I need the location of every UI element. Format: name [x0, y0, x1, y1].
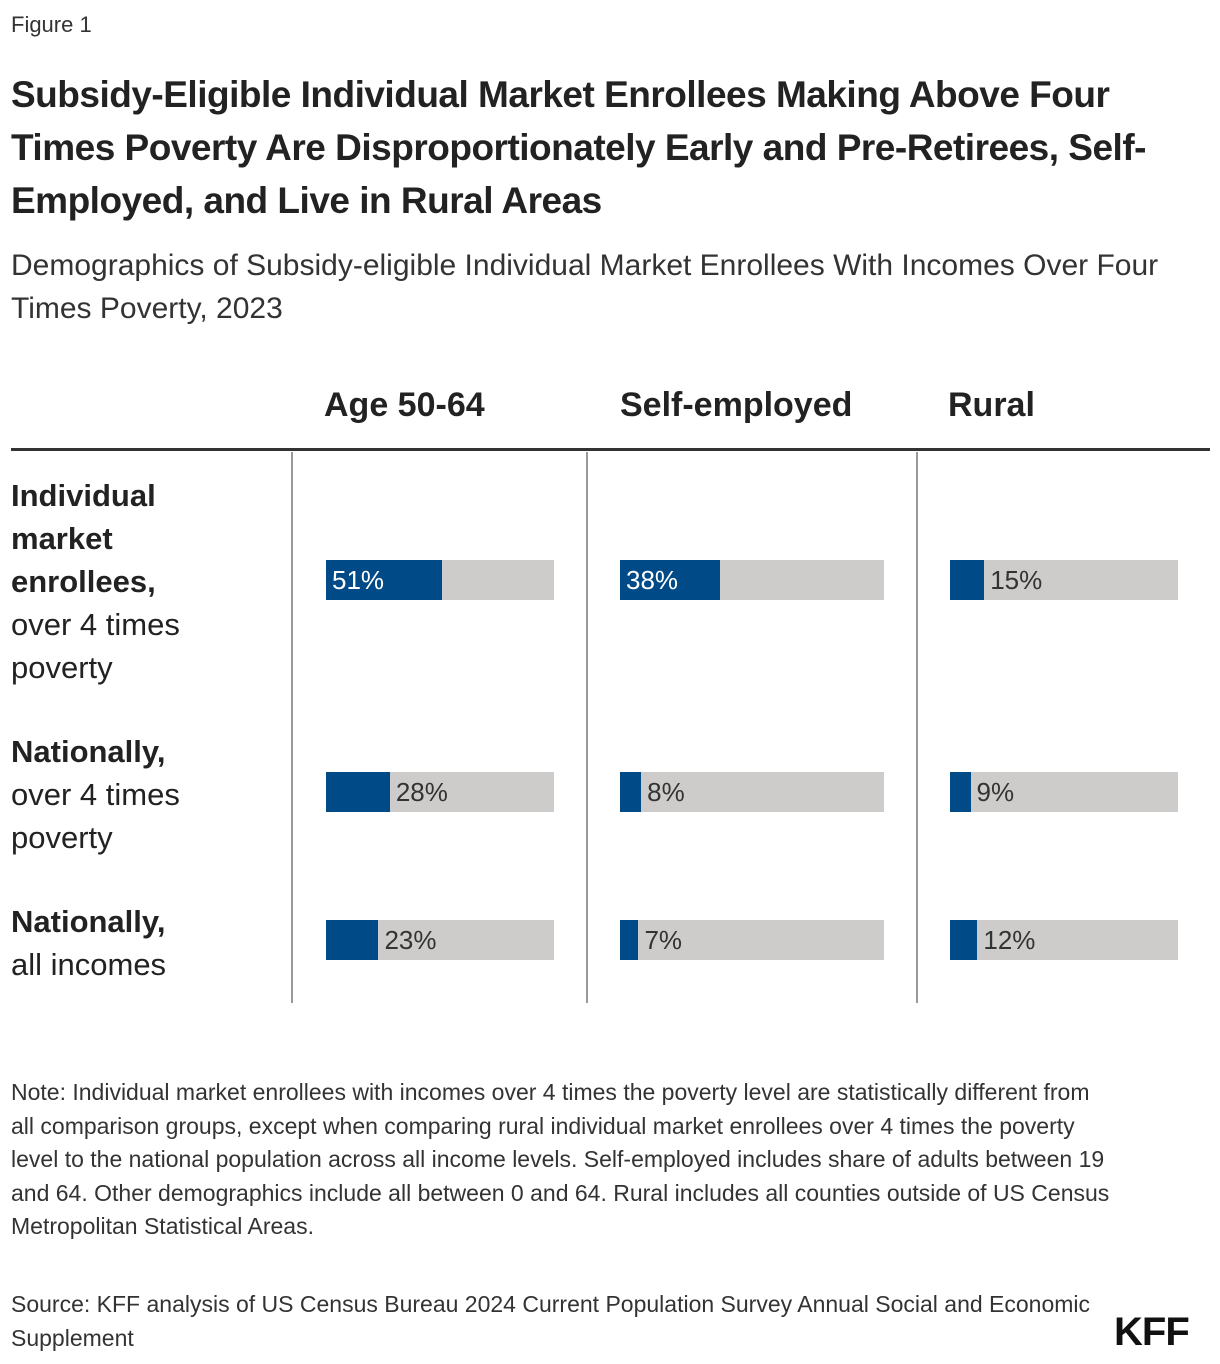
data-label: 9% [976, 777, 1015, 807]
bar [620, 560, 721, 600]
bar-track: 15% [950, 560, 1178, 600]
column-header-self-employed: Self-employed [620, 386, 853, 424]
kff-logo: KFF [1114, 1310, 1190, 1354]
bar-track: 28% [326, 772, 554, 812]
column-divider [586, 452, 588, 1003]
data-label: 7% [644, 925, 683, 955]
bar-track: 23% [326, 920, 554, 960]
bar-track: 51% [326, 560, 554, 600]
column-header-rural: Rural [948, 386, 1035, 424]
column-divider [291, 452, 293, 1003]
bar-track: 12% [950, 920, 1178, 960]
bar [326, 560, 443, 600]
row-label: Nationally, over 4 times poverty [11, 734, 180, 855]
bar-track: 7% [620, 920, 884, 960]
bar [950, 560, 985, 600]
data-label: 8% [647, 777, 685, 807]
data-label: 51% [332, 565, 385, 595]
data-label: 12% [983, 925, 1036, 955]
bar-track: 9% [950, 772, 1178, 812]
bar [326, 772, 390, 812]
chart-subtitle: Demographics of Subsidy-eligible Individ… [11, 249, 1159, 325]
bar [950, 920, 978, 960]
bar [950, 772, 971, 812]
bar-track: 38% [620, 560, 884, 600]
row-label: Individual market enrollees, over 4 times… [11, 478, 180, 685]
data-label: 38% [626, 565, 679, 595]
row-label: Nationally, all incomes [11, 904, 167, 982]
bar [620, 920, 639, 960]
data-label: 23% [384, 925, 437, 955]
chart-source: Source: KFF analysis of US Census Bureau… [11, 1291, 1091, 1351]
column-divider [916, 452, 918, 1003]
figure-label: Figure 1 [11, 12, 92, 37]
header-divider [11, 448, 1210, 451]
data-label: 15% [990, 565, 1043, 595]
chart-title: Subsidy-Eligible Individual Market Enrol… [11, 74, 1146, 221]
chart-note: Note: Individual market enrollees with i… [11, 1079, 1110, 1239]
bar [326, 920, 379, 960]
bar [620, 772, 642, 812]
column-header-age: Age 50-64 [324, 386, 485, 424]
bar-track: 8% [620, 772, 884, 812]
data-label: 28% [395, 777, 448, 807]
